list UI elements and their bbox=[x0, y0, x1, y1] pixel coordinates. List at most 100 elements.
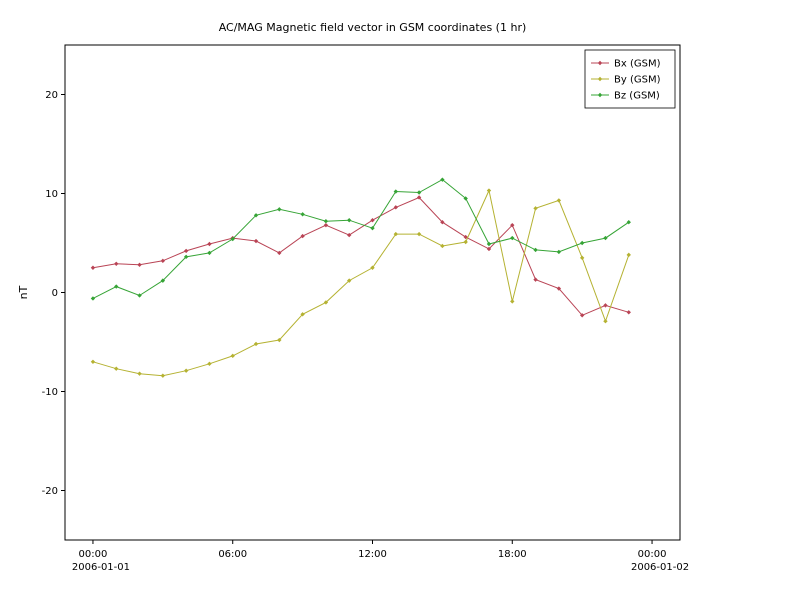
data-point-marker bbox=[114, 261, 119, 266]
data-point-marker bbox=[533, 277, 538, 282]
data-point-marker bbox=[323, 219, 329, 224]
x-axis: 00:00 2006-01-01 06:00 12:00 18:00 00:00 2006-… bbox=[72, 540, 689, 573]
data-point-marker bbox=[486, 246, 492, 252]
y-axis: 20 10 0 -10 -20 bbox=[42, 90, 65, 497]
data-point-marker bbox=[533, 206, 538, 211]
data-point-marker bbox=[160, 278, 166, 283]
data-point-marker bbox=[207, 250, 212, 256]
data-point-marker bbox=[300, 212, 305, 217]
data-point-marker bbox=[486, 188, 492, 193]
data-point-marker bbox=[137, 262, 142, 267]
data-point-marker bbox=[253, 238, 259, 244]
data-point-marker bbox=[603, 319, 608, 324]
y-tick-label: 0 bbox=[52, 288, 58, 299]
y-tick-label: 10 bbox=[45, 189, 58, 200]
data-point-marker bbox=[347, 218, 352, 223]
data-point-marker bbox=[323, 300, 329, 305]
data-point-marker bbox=[626, 310, 631, 315]
series-line bbox=[92, 178, 630, 299]
data-point-marker bbox=[440, 243, 445, 249]
data-point-marker bbox=[579, 240, 585, 246]
data-point-marker bbox=[183, 368, 189, 373]
data-point-marker bbox=[347, 278, 352, 283]
x-tick-date-label: 2006-01-01 bbox=[72, 562, 130, 573]
series-bx-gsm- bbox=[90, 195, 631, 318]
data-point-marker bbox=[416, 231, 422, 237]
data-point-marker bbox=[230, 236, 235, 242]
data-point-marker bbox=[440, 220, 445, 225]
data-point-marker bbox=[463, 239, 468, 245]
y-tick-label: 20 bbox=[45, 90, 58, 101]
data-point-marker bbox=[603, 235, 608, 241]
plot-area bbox=[64, 44, 681, 541]
data-point-marker bbox=[626, 220, 631, 225]
data-point-marker bbox=[370, 265, 375, 270]
data-point-marker bbox=[207, 241, 212, 247]
y-tick-label: -10 bbox=[42, 387, 58, 398]
legend-label: Bz (GSM) bbox=[614, 91, 660, 102]
data-point-marker bbox=[463, 234, 468, 240]
series-line bbox=[92, 188, 630, 377]
data-point-marker bbox=[393, 205, 398, 210]
data-point-marker bbox=[510, 222, 515, 228]
legend-marker bbox=[597, 60, 603, 66]
data-point-marker bbox=[207, 361, 212, 366]
data-point-marker bbox=[277, 250, 282, 256]
data-point-marker bbox=[556, 198, 562, 203]
x-tick-date-label: 2006-01-02 bbox=[631, 562, 689, 573]
data-point-marker bbox=[393, 189, 398, 194]
chart-title: AC/MAG Magnetic field vector in GSM coor… bbox=[219, 21, 527, 34]
data-point-marker bbox=[114, 284, 119, 289]
legend-label: By (GSM) bbox=[614, 75, 661, 86]
data-point-marker bbox=[347, 232, 352, 238]
data-point-marker bbox=[183, 254, 189, 260]
data-point-marker bbox=[277, 207, 282, 212]
data-point-marker bbox=[137, 293, 142, 298]
data-point-marker bbox=[300, 233, 305, 239]
data-point-marker bbox=[253, 213, 259, 218]
data-point-marker bbox=[533, 247, 538, 253]
x-tick-label: 06:00 bbox=[218, 549, 247, 560]
data-point-marker bbox=[393, 231, 398, 237]
data-point-marker bbox=[277, 337, 282, 343]
y-axis-label: nT bbox=[17, 285, 30, 299]
data-point-marker bbox=[440, 177, 445, 182]
data-point-marker bbox=[114, 366, 119, 371]
legend-marker bbox=[597, 92, 603, 98]
data-point-marker bbox=[416, 195, 422, 200]
data-point-marker bbox=[90, 359, 96, 364]
legend-marker bbox=[597, 76, 603, 82]
data-point-marker bbox=[230, 353, 235, 359]
data-point-marker bbox=[486, 241, 492, 247]
legend-label: Bx (GSM) bbox=[614, 59, 661, 70]
data-point-marker bbox=[160, 258, 166, 264]
x-tick-label: 18:00 bbox=[498, 549, 527, 560]
x-tick-label: 12:00 bbox=[358, 549, 387, 560]
data-point-marker bbox=[579, 313, 585, 318]
data-point-marker bbox=[510, 299, 515, 304]
y-tick-label: -20 bbox=[42, 486, 58, 497]
x-tick-label: 00:00 bbox=[638, 549, 667, 560]
data-point-marker bbox=[183, 248, 189, 254]
data-point-marker bbox=[370, 225, 375, 231]
data-point-marker bbox=[300, 312, 305, 317]
data-point-marker bbox=[137, 371, 142, 376]
data-point-marker bbox=[160, 373, 166, 378]
data-point-marker bbox=[416, 190, 422, 195]
data-point-marker bbox=[370, 218, 375, 223]
data-point-marker bbox=[510, 235, 515, 241]
series-by-gsm- bbox=[90, 188, 631, 378]
data-point-marker bbox=[463, 196, 468, 201]
data-point-marker bbox=[603, 303, 608, 308]
x-tick-label: 00:00 bbox=[79, 549, 108, 560]
data-point-marker bbox=[556, 286, 562, 291]
data-point-marker bbox=[90, 296, 96, 301]
data-point-marker bbox=[253, 341, 259, 347]
data-point-marker bbox=[323, 222, 329, 228]
data-point-marker bbox=[626, 252, 631, 258]
series-line bbox=[92, 196, 629, 316]
series-bz-gsm- bbox=[90, 177, 631, 301]
data-point-marker bbox=[556, 249, 562, 255]
